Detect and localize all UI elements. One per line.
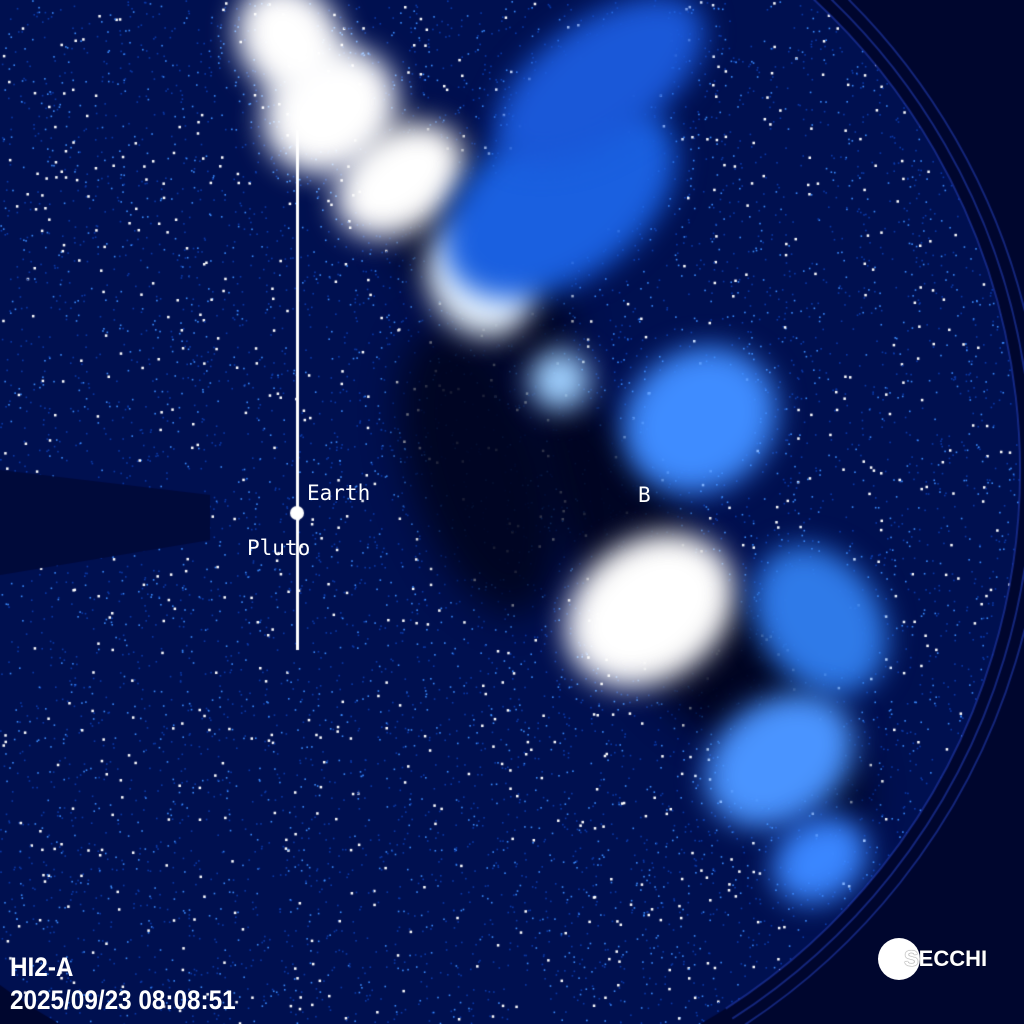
b-label: B xyxy=(638,483,651,507)
timestamp-label: 2025/09/23 08:08:51 xyxy=(10,985,236,1015)
instrument-label: HI2-A xyxy=(10,952,74,982)
secchi-logo: SECCHI xyxy=(878,938,998,982)
earth-label: Earth xyxy=(307,481,371,505)
logo-disc-icon xyxy=(878,938,920,980)
logo-text: SECCHI xyxy=(904,946,988,971)
pluto-label: Pluto xyxy=(247,536,311,560)
